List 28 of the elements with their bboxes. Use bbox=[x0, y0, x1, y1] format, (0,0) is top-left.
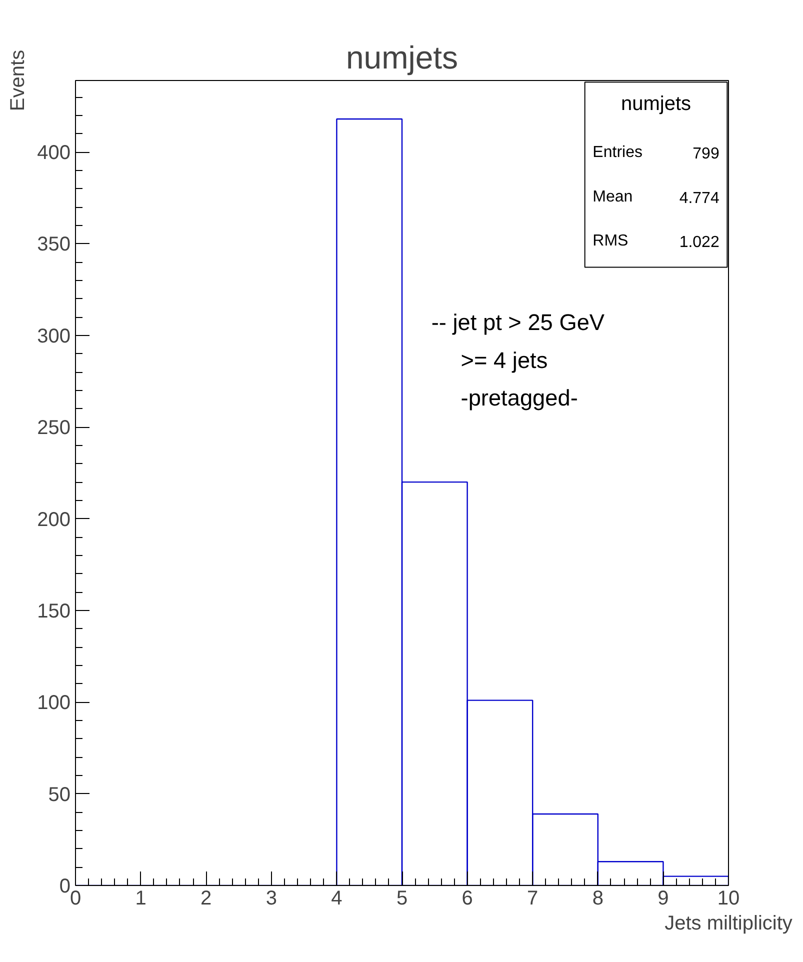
x-axis-title: Jets miltiplicity bbox=[664, 912, 792, 934]
y-tick-label: 150 bbox=[37, 600, 71, 622]
text: Entries 799 bbox=[592, 144, 720, 163]
x-tick-label: 2 bbox=[200, 888, 212, 910]
y-tick-label: 300 bbox=[37, 325, 71, 348]
x-tick-label: 6 bbox=[462, 888, 473, 910]
y-tick-label: 400 bbox=[37, 142, 71, 164]
y-tick-label: 100 bbox=[37, 692, 71, 714]
x-tick-label: 8 bbox=[592, 888, 604, 910]
x-tick-label: 5 bbox=[396, 888, 408, 910]
text: RMS 1.022 bbox=[592, 232, 720, 252]
text: Mean 4.774 bbox=[592, 188, 720, 207]
y-tick-label: 200 bbox=[37, 508, 71, 531]
x-tick-label: 3 bbox=[266, 888, 277, 910]
annotation: -- jet pt > 25 GeV bbox=[431, 309, 606, 335]
x-tick-label: 9 bbox=[658, 888, 669, 910]
x-tick-label: 10 bbox=[717, 888, 740, 910]
y-tick-label: 350 bbox=[37, 234, 71, 256]
y-axis-title: Events bbox=[7, 50, 30, 112]
annotation: >= 4 jets bbox=[460, 346, 548, 373]
annotation: -pretagged- bbox=[460, 384, 578, 411]
x-tick-label: 1 bbox=[135, 888, 146, 910]
x-tick-label: 7 bbox=[527, 888, 538, 910]
annotation: numjets bbox=[621, 93, 692, 116]
x-tick-label: 4 bbox=[331, 888, 342, 910]
y-tick-label: 250 bbox=[37, 417, 71, 440]
y-tick-label: 50 bbox=[48, 784, 71, 806]
chart-title: numjets bbox=[346, 40, 458, 76]
